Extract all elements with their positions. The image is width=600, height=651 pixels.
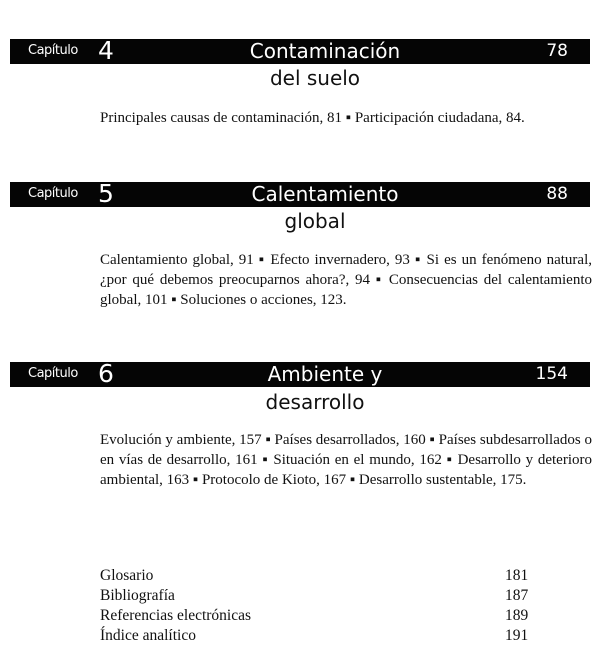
- chapter-label: Capítulo: [28, 186, 78, 201]
- chapter-page: 88: [546, 184, 568, 204]
- chapter-title: Calentamiento: [251, 182, 399, 206]
- chapter-5-header: Capítulo 5 Calentamiento 88: [10, 179, 590, 208]
- back-matter-item: Índice analítico 191: [100, 626, 530, 646]
- chapter-number: 4: [98, 36, 114, 65]
- chapter-number: 5: [98, 179, 114, 208]
- chapter-title: Contaminación: [249, 39, 401, 63]
- item-page: 187: [505, 587, 529, 604]
- chapter-description: Principales causas de contaminación, 81 …: [100, 110, 525, 126]
- chapter-subtitle: desarrollo: [265, 390, 365, 414]
- back-matter-item: Bibliografía 187: [100, 586, 530, 606]
- chapter-title: Ambiente y: [267, 362, 383, 386]
- back-matter-item: Glosario 181: [100, 566, 530, 586]
- chapter-subtitle: global: [284, 209, 346, 233]
- back-matter-item: Referencias electrónicas 189: [100, 606, 530, 626]
- chapter-label: Capítulo: [28, 43, 78, 58]
- item-page: 191: [505, 627, 529, 644]
- chapter-label: Capítulo: [28, 366, 78, 381]
- item-label: Bibliografía: [100, 587, 175, 604]
- chapter-description: Evolución y ambiente, 157 ▪ Países desar…: [100, 432, 592, 488]
- chapter-description: Calentamiento global, 91 ▪ Efecto invern…: [100, 252, 592, 308]
- item-page: 189: [505, 607, 529, 624]
- item-label: Glosario: [100, 567, 154, 584]
- chapter-number: 6: [98, 359, 114, 388]
- back-matter-list: Glosario 181 Bibliografía 187 Referencias …: [100, 566, 530, 646]
- item-label: Referencias electrónicas: [100, 607, 252, 624]
- chapter-subtitle: del suelo: [269, 66, 361, 90]
- chapter-4-header: Capítulo 4 Contaminación 78: [10, 36, 590, 65]
- chapter-page: 154: [535, 364, 568, 384]
- chapter-6-header: Capítulo 6 Ambiente y 154: [10, 359, 590, 388]
- item-label: Índice analítico: [100, 627, 196, 644]
- item-page: 181: [505, 567, 529, 584]
- chapter-page: 78: [546, 41, 568, 61]
